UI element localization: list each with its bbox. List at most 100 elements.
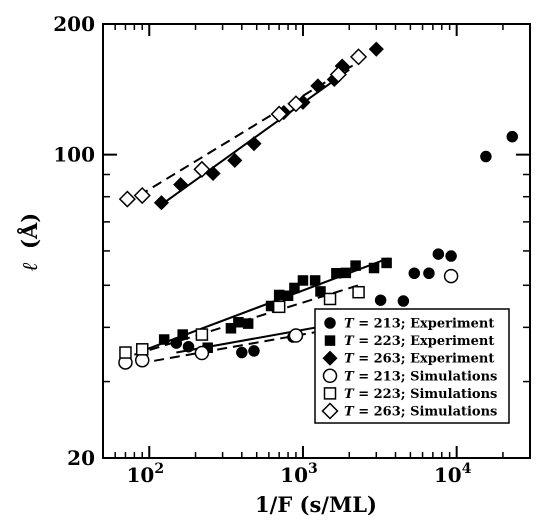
legend-entry-5: T = 223; Simulations [344,387,497,402]
legend-entry-3: T = 263; Experiment [344,352,494,367]
data-point-diamond-filled [153,195,169,211]
legend-label: = 263; Experiment [354,352,495,367]
data-point-diamond-filled [368,41,384,57]
x-tick-label: 102 [126,461,164,487]
legend-marker [321,402,339,420]
data-point-circle-filled [374,294,387,306]
data-point-square-filled [289,282,300,294]
data-point-circle-filled [182,340,195,353]
data-point-diamond-open [193,160,211,178]
data-point-square-filled [242,318,254,329]
legend-label: = 223; Simulations [354,387,498,402]
fit-line-dashed [124,61,360,205]
legend-label: = 213; Simulations [354,369,498,384]
x-tick-base: 10 [434,463,462,487]
data-point-diamond-filled [173,177,189,193]
data-point-square-open [135,343,149,356]
data-point-diamond-open [270,105,288,123]
data-point-square-open [119,346,132,359]
data-point-square-filled [177,329,188,340]
y-tick-label: 20 [67,446,95,470]
x-tick-exponent: 3 [308,461,318,477]
data-point-circle-filled [397,295,410,307]
data-point-circle-open [194,345,210,361]
data-point-square-filled [282,290,294,302]
series-3 [153,41,384,211]
series-6 [118,48,368,208]
data-point-square-open [352,285,365,299]
data-point-square-open [272,300,286,314]
y-tick-label: 200 [53,12,95,36]
x-axis-label: 1/F (s/ML) [255,492,377,517]
data-point-square-filled [340,267,352,279]
legend-variable: T [344,387,355,402]
data-point-square-filled [331,267,342,279]
x-tick-label: 103 [280,461,318,487]
data-point-circle-filled [432,248,445,260]
data-point-circle-filled [445,250,457,262]
y-axis-symbol: ℓ [17,262,42,271]
data-point-square-open [323,292,337,306]
legend-marker [324,335,336,346]
data-point-square-filled [368,262,380,274]
legend-entry-4: T = 213; Simulations [344,369,497,384]
x-axis-ticks: 102 103 104 [126,24,472,487]
data-point-circle-filled [506,130,519,143]
data-point-diamond-filled [227,152,243,168]
legend-entry-2: T = 223; Experiment [344,334,494,349]
data-point-circle-open [134,352,150,368]
svg-text:ℓ (Å): ℓ (Å) [17,213,42,271]
minor-ticks [102,24,531,458]
legend-marker [324,317,336,329]
data-point-square-filled [309,275,321,286]
data-point-square-filled [297,275,309,286]
data-point-diamond-filled [246,136,262,152]
legend-entry-6: T = 263; Simulations [344,405,497,420]
x-tick-exponent: 2 [154,461,164,477]
series-2 [158,257,392,353]
legend-entry-1: T = 213; Experiment [344,317,494,332]
x-tick-base: 10 [280,463,308,487]
legend-label: = 213; Experiment [354,317,495,332]
series-5 [119,285,365,359]
data-point-circle-open [443,268,459,284]
data-point-diamond-open [329,65,347,84]
legend-variable: T [344,369,355,384]
data-point-circle-filled [408,267,421,279]
y-tick-label: 100 [53,143,95,167]
data-point-square-filled [225,323,237,334]
data-point-circle-filled [423,267,435,279]
legend-variable: T [344,405,355,420]
data-point-circle-filled [480,150,492,163]
data-point-circle-filled [248,345,260,357]
data-point-diamond-open [287,95,305,113]
legend-box [314,308,510,424]
data-point-square-open [195,328,209,341]
x-tick-base: 10 [126,463,154,487]
data-point-diamond-filled [205,165,221,182]
legend-marker [322,350,338,366]
legend-variable: T [344,352,355,367]
data-point-diamond-open [118,190,136,208]
data-point-square-filled [273,289,285,301]
data-point-square-filled [158,334,170,345]
fit-line-dashed [138,323,359,365]
y-axis-unit: (Å) [17,213,42,249]
data-point-circle-filled [170,337,183,349]
data-point-circle-open [288,328,304,343]
data-point-circle-filled [236,346,248,359]
y-axis-label: ℓ (Å) [17,213,42,271]
plot-frame [102,23,531,459]
data-point-diamond-filled [310,78,326,94]
legend-marker [323,387,337,400]
legend-label: = 223; Experiment [354,334,495,349]
legend-label: = 263; Simulations [354,405,498,420]
y-axis-ticks: 20 100 200 [53,12,530,470]
data-point-square-filled [350,260,361,271]
x-tick-exponent: 4 [462,461,472,477]
data-point-diamond-open [350,48,368,66]
legend-variable: T [344,334,355,349]
legend-variable: T [344,317,355,332]
